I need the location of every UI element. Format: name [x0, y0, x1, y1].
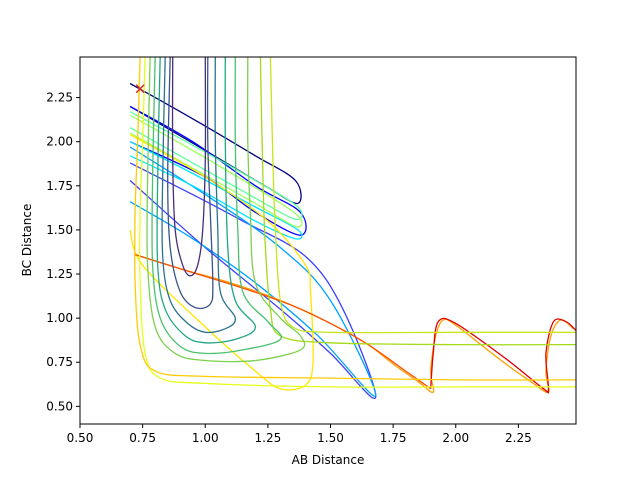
contour-line-4 — [129, 141, 303, 240]
contour-line-16 — [151, 57, 282, 355]
contour-line-10 — [430, 317, 576, 394]
y-tick-label: 2.00 — [46, 135, 73, 149]
contour-line-20 — [171, 57, 207, 277]
contour-line-15 — [146, 57, 306, 363]
marker-layer — [135, 84, 145, 94]
x-tick-label: 1.50 — [317, 431, 344, 445]
contour-line-17 — [156, 57, 257, 344]
contour-line-19 — [167, 57, 214, 310]
contour-lines — [129, 57, 576, 400]
x-tick-label: 1.75 — [380, 431, 407, 445]
contour-line-13 — [269, 57, 576, 334]
x-axis-label: AB Distance — [292, 453, 365, 467]
y-tick-label: 1.50 — [46, 223, 73, 237]
y-tick-label: 1.25 — [46, 267, 73, 281]
x-tick-label: 1.00 — [192, 431, 219, 445]
x-tick-label: 0.75 — [129, 431, 156, 445]
contour-line-9 — [134, 253, 432, 390]
contour-line-6 — [129, 114, 303, 228]
y-axis-label: BC Distance — [20, 204, 34, 277]
x-tick-label: 2.25 — [505, 431, 532, 445]
axes-frame — [79, 56, 577, 425]
contour-line-18 — [161, 57, 236, 334]
x-tick-label: 1.25 — [255, 431, 282, 445]
y-axis: 0.50 0.75 1.00 1.25 1.50 1.75 2.00 2.25 — [46, 91, 80, 413]
x-axis: 0.50 0.75 1.00 1.25 1.50 1.75 2.00 2.25 — [67, 424, 532, 445]
x-tick-label: 0.50 — [67, 431, 94, 445]
y-tick-label: 0.75 — [46, 355, 73, 369]
x-tick-label: 2.00 — [442, 431, 469, 445]
y-tick-label: 0.50 — [46, 399, 73, 413]
y-tick-label: 2.25 — [46, 91, 73, 105]
contour-line-12 — [133, 57, 576, 381]
contour-line-11 — [138, 57, 576, 388]
start-marker — [135, 84, 145, 94]
contour-line-5 — [129, 111, 303, 221]
contour-line-14 — [259, 57, 576, 346]
y-tick-label: 1.75 — [46, 179, 73, 193]
contour-line-7 — [129, 134, 314, 391]
y-tick-label: 1.00 — [46, 311, 73, 325]
